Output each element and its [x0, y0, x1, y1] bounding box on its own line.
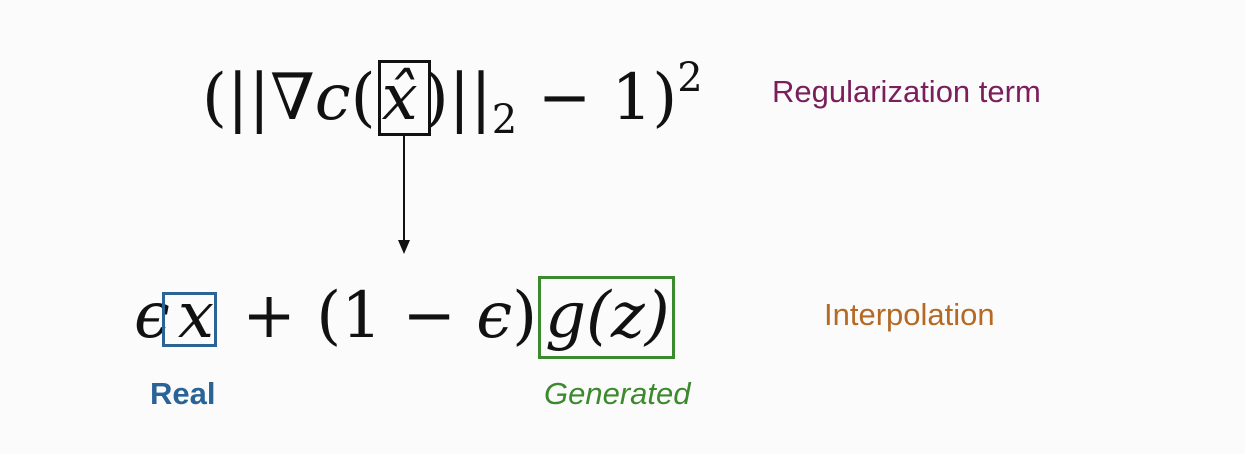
formula-plus-part: + (1 −: [221, 279, 477, 353]
interpolation-label: Interpolation: [824, 297, 995, 332]
formula-inner-paren-close: ): [423, 61, 449, 135]
nabla-symbol: ∇: [270, 61, 315, 135]
real-highlight-box: [162, 292, 217, 347]
generated-highlight-box: [538, 276, 675, 359]
formula-inner-paren-open: (: [350, 61, 376, 135]
critic-function: c: [314, 61, 351, 135]
x-hat-highlight-box: [378, 60, 431, 136]
regularization-term-label: Regularization term: [772, 74, 1041, 109]
formula-norm-bars-close: ||: [448, 61, 492, 135]
formula-norm-bars-open: ||: [226, 61, 271, 135]
formula-close-paren-2: ): [512, 279, 538, 353]
formula-close-paren: ): [652, 61, 678, 135]
interpolated-variable: x̂: [381, 61, 418, 135]
formula-minus-one: − 1: [517, 61, 653, 135]
real-label: Real: [150, 376, 216, 411]
epsilon-symbol-2: ϵ: [476, 279, 513, 353]
formula-exponent: 2: [677, 55, 703, 101]
regularization-formula: (||∇c(x̂)||2 − 1)2: [202, 58, 703, 140]
norm-subscript: 2: [491, 97, 518, 143]
generated-expression: g(z): [545, 279, 670, 353]
formula-open-paren: (: [202, 61, 227, 135]
generated-label: Generated: [544, 376, 691, 411]
